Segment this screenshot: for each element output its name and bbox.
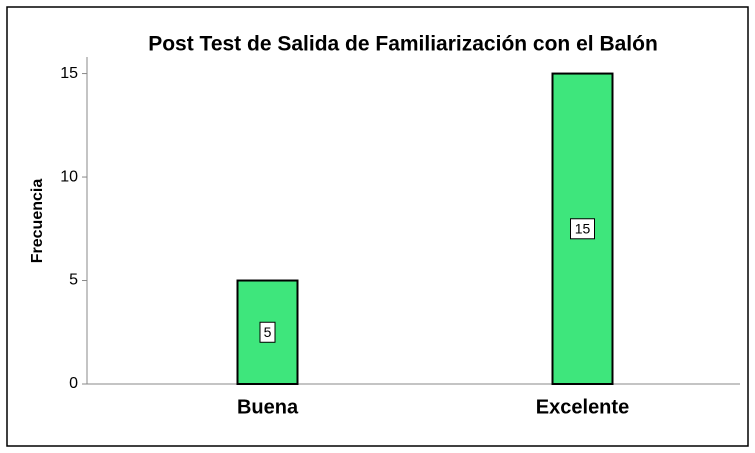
value-label-box	[570, 218, 595, 240]
chart-title: Post Test de Salida de Familiarización c…	[148, 33, 658, 56]
y-tick-label: 0	[69, 375, 78, 392]
x-tick-label: Excelente	[536, 396, 629, 418]
value-label-box	[259, 321, 276, 343]
value-label: 15	[575, 220, 591, 236]
bar	[236, 279, 299, 385]
value-label: 5	[264, 324, 272, 340]
y-tick-label: 15	[60, 65, 78, 82]
x-tick-label: Buena	[237, 396, 299, 418]
y-tick-label: 5	[69, 272, 78, 289]
frame	[6, 6, 749, 447]
y-tick-label: 10	[60, 168, 78, 185]
y-axis-label: Frecuencia	[29, 179, 46, 264]
